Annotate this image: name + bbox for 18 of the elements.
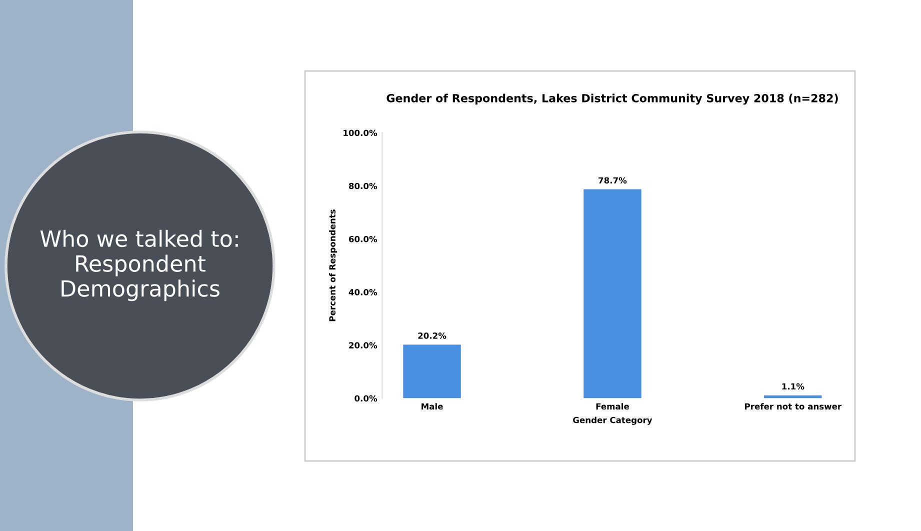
y-tick-label: 40.0% xyxy=(348,289,378,296)
x-tick-label: Male xyxy=(422,403,443,410)
y-tick-label: 100.0% xyxy=(344,130,378,136)
bar xyxy=(584,189,642,398)
y-axis-title: Percent of Respondents xyxy=(329,210,338,322)
y-tick-label: 0.0% xyxy=(354,395,378,402)
text: Who we talked to: Respondent Demographics xyxy=(40,230,238,302)
chart-title: Gender of Respondents, Lakes District Community Survey 2018 (n=282) xyxy=(386,94,838,105)
x-tick-label: Prefer not to answer xyxy=(745,403,842,410)
data-label: 1.1% xyxy=(782,383,804,390)
y-tick-label: 60.0% xyxy=(348,236,378,242)
bar xyxy=(403,344,461,398)
y-tick-label: 20.0% xyxy=(349,342,378,348)
data-label: 20.2% xyxy=(418,332,446,339)
data-label: 78.7% xyxy=(598,177,627,184)
y-tick-label: 80.0% xyxy=(348,182,378,190)
x-axis-title: Gender Category xyxy=(573,416,652,425)
x-tick-label: Female xyxy=(596,403,629,410)
